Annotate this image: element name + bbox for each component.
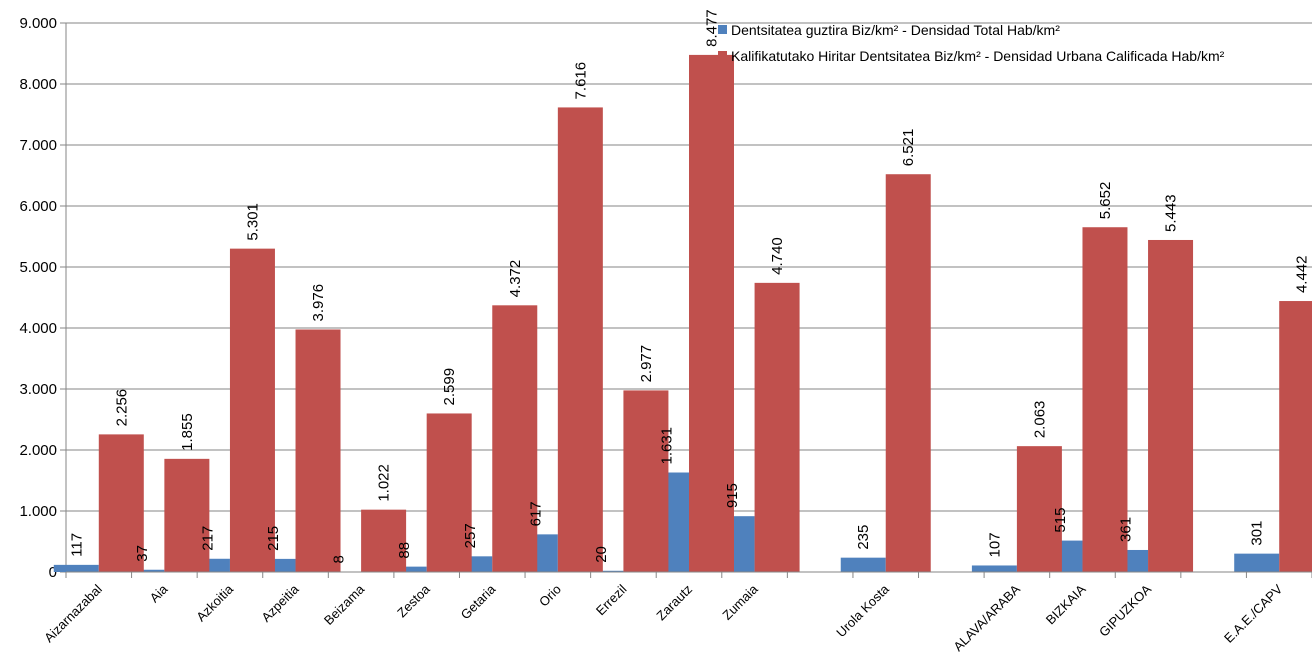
y-tick-label: 2.000 [19, 442, 57, 459]
data-label: 8.477 [704, 9, 721, 47]
x-tick-label: Zumaia [719, 581, 761, 623]
bar [1234, 553, 1280, 572]
data-label: 5.652 [1097, 182, 1114, 220]
bars [53, 54, 1312, 573]
bar [557, 107, 603, 572]
data-label: 3.976 [310, 284, 327, 322]
x-tick-label: Azkoitia [193, 581, 236, 624]
bar [885, 174, 931, 572]
y-tick-label: 5.000 [19, 259, 57, 276]
data-label: 215 [265, 526, 282, 551]
data-label: 107 [986, 532, 1003, 557]
x-tick-label: Zestoa [394, 581, 433, 620]
bar [1082, 227, 1128, 572]
legend-entry: Kalifikatutako Hiritar Dentsitatea Biz/k… [731, 48, 1225, 64]
data-label: 257 [462, 523, 479, 548]
bar [840, 557, 886, 572]
y-tick-label: 3.000 [19, 381, 57, 398]
bar [98, 434, 144, 572]
y-tick-label: 6.000 [19, 198, 57, 215]
data-label: 617 [527, 501, 544, 526]
y-tick-label: 4.000 [19, 320, 57, 337]
bar [754, 282, 800, 572]
bar [1016, 446, 1062, 572]
x-tick-label: Orio [536, 582, 564, 610]
x-tick-label: GIPUZKOA [1096, 581, 1154, 639]
data-label: 7.616 [572, 62, 589, 100]
data-label: 1.855 [179, 413, 196, 451]
x-axis: Aizarnazabal Aia Azkoitia Azpeitia Beizama Ze… [41, 571, 1312, 654]
x-tick-label: ALAVA/ARABA [950, 581, 1023, 654]
bar [1148, 239, 1194, 573]
data-label: 4.442 [1294, 255, 1311, 293]
data-label: 4.372 [507, 260, 524, 298]
data-label: 37 [134, 545, 151, 562]
data-label: 6.521 [900, 129, 917, 167]
bar [295, 329, 341, 572]
data-label: 217 [199, 526, 216, 551]
data-label: 235 [855, 525, 872, 550]
bar [229, 248, 275, 572]
bar [689, 54, 734, 572]
bar [971, 565, 1017, 572]
y-tick-label: 9.000 [19, 15, 57, 32]
y-tick-label: 0 [49, 564, 57, 581]
bar [426, 413, 472, 572]
bar [361, 509, 407, 572]
data-label: 2.256 [113, 389, 130, 427]
data-label: 515 [1052, 508, 1069, 533]
y-axis: 0 1.000 2.000 3.000 4.000 5.000 6.000 7.000 8.00… [19, 15, 67, 581]
x-tick-label: Azpeitia [258, 581, 302, 625]
data-label: 915 [724, 483, 741, 508]
data-label: 5.301 [244, 203, 261, 241]
data-label: 301 [1249, 521, 1266, 546]
data-label: 5.443 [1163, 194, 1180, 232]
bar [164, 458, 210, 572]
bar [1279, 301, 1312, 572]
x-tick-label: Aizarnazabal [41, 581, 105, 645]
data-label: 361 [1118, 517, 1135, 542]
x-tick-label: Getaria [458, 581, 499, 622]
x-tick-label: Zarautz [653, 582, 695, 624]
bar [492, 305, 538, 572]
data-label: 8 [331, 555, 348, 563]
x-tick-label: Aia [147, 581, 171, 605]
x-tick-label: BIZKAIA [1043, 581, 1089, 627]
data-label: 2.599 [441, 368, 458, 406]
data-label: 1.022 [376, 464, 393, 502]
data-label: 2.063 [1031, 401, 1048, 439]
y-tick-label: 8.000 [19, 76, 57, 93]
y-tick-label: 7.000 [19, 137, 57, 154]
legend-swatch [718, 51, 727, 60]
x-tick-label: Urola Kosta [833, 581, 892, 640]
data-label: 4.740 [769, 237, 786, 275]
data-label: 1.631 [659, 427, 676, 465]
data-label: 88 [396, 542, 413, 559]
bar [53, 564, 99, 572]
legend-entry: Dentsitatea guztira Biz/km² - Densidad T… [731, 22, 1060, 38]
legend-swatch [718, 25, 727, 34]
y-tick-label: 1.000 [19, 503, 57, 520]
x-tick-label: Beizama [321, 581, 368, 628]
data-label: 20 [593, 546, 610, 563]
bar [623, 390, 669, 572]
data-label: 2.977 [638, 345, 655, 383]
x-tick-label: E.A.E./CAPV [1221, 581, 1285, 645]
data-label: 117 [68, 533, 85, 557]
x-tick-label: Errezil [593, 581, 630, 618]
legend[interactable]: Dentsitatea guztira Biz/km² - Densidad T… [718, 22, 1225, 64]
